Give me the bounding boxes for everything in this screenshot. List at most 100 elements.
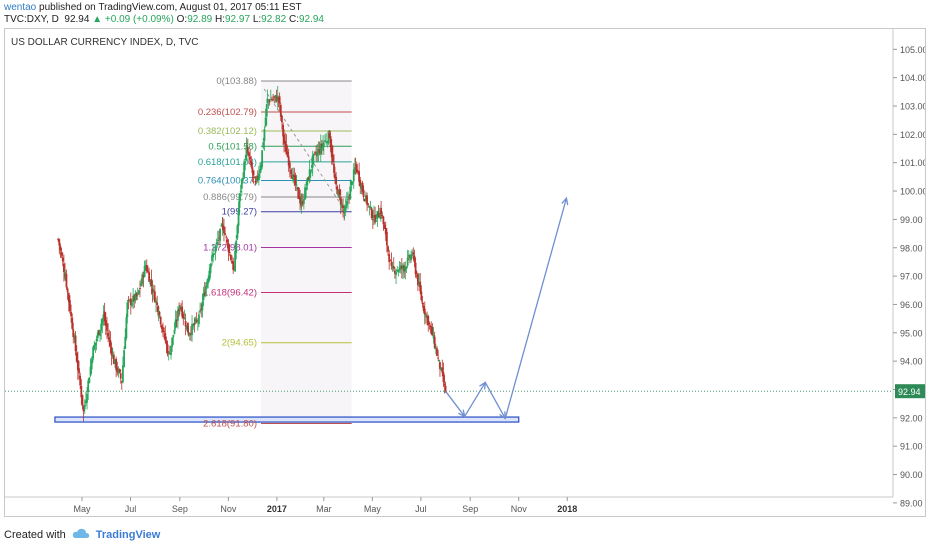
candle-body [281,116,283,123]
candle-body [184,320,187,327]
y-tick-label: 101.00 [900,158,926,168]
candle-body [294,175,297,186]
candle-body [240,179,243,189]
candle-body [352,169,355,182]
candle-body [279,104,282,117]
candle-body [122,365,124,383]
candle-body [292,174,295,182]
y-tick-label: 97.00 [900,272,923,282]
candle-body [256,175,259,178]
candle-body [57,238,60,240]
tradingview-logo[interactable]: TradingView [95,529,161,541]
candle-body [83,405,86,410]
candle-body [150,279,153,286]
candle-body [61,257,64,262]
candle-body [232,261,235,270]
candle-body [143,265,146,277]
candle-body [327,131,330,144]
candle-body [331,155,334,163]
candle-body [427,315,430,326]
candle-body [257,173,260,181]
candle-body [343,209,346,213]
candle-body [183,318,186,320]
low-value: 92.82 [261,14,287,25]
candle-body [345,200,348,206]
candle-body [125,317,128,339]
candle-body [403,265,406,268]
candle-body [72,329,75,338]
candle-body [361,182,364,192]
candle-body [396,269,399,271]
candle-body [181,306,184,317]
candle-body [225,236,228,238]
candle-body [160,325,163,329]
author-link[interactable]: wentao [4,2,37,13]
candle-body [81,394,84,406]
candle-body [112,354,115,364]
candle-body [174,319,177,329]
candle-body [340,203,343,208]
candle-body [76,360,79,371]
candle-body [378,216,381,219]
candle-body [203,291,206,296]
candle-body [371,219,374,221]
candle-body [265,104,268,117]
symbol-header: TVC:DXY, D 92.94 ▲ +0.09 (+0.09%) O:92.8… [4,14,324,25]
candle-body [334,173,336,179]
candle-body [213,253,216,255]
candle-body [115,358,118,370]
candle-body [309,169,312,172]
fib-level-label: 0(103.88) [216,76,257,87]
y-tick-label: 104.00 [900,73,926,83]
x-tick-label: Sep [172,504,188,514]
candle-body [201,301,204,311]
last-price-badge-text: 92.94 [898,387,921,397]
candle-body [329,135,332,148]
candle-body [164,333,167,341]
candle-body [87,380,90,392]
candle-body [288,162,291,169]
candle-body [304,187,306,200]
candle-body [158,311,161,315]
open-value: 92.89 [187,14,213,25]
candle-body [249,156,252,160]
candle-body [167,352,170,354]
candle-body [155,300,157,303]
candle-body [423,308,426,315]
candle-body [308,169,311,182]
candle-body [133,295,136,301]
candle-body [163,331,166,333]
candle-body [370,208,373,218]
candle-body [407,254,410,257]
candle-body [84,400,87,404]
candle-body [224,233,227,235]
candle-body [88,377,91,384]
candle-body [365,195,367,202]
chart-panel[interactable]: 105.00 104.00 103.00 102.00 101.00 100.00 99.0… [4,28,926,517]
candle-body [319,143,322,155]
fib-level-label: 0.5(101.58) [208,141,257,152]
candle-body [300,202,303,205]
candle-body [74,335,77,352]
candle-body [290,169,292,174]
y-tick-label: 98.00 [900,243,923,253]
x-tick-label: May [73,504,91,514]
candle-body [285,144,288,155]
candle-body [234,250,236,272]
fib-level-label: 0.764(100.37) [198,176,257,187]
candle-body [411,254,414,256]
price-chart[interactable]: 105.00 104.00 103.00 102.00 101.00 100.00 99.0… [5,29,926,517]
candle-body [425,314,427,318]
candle-body [409,257,411,259]
candle-body [418,283,420,286]
candle-body [277,97,280,99]
candle-body [376,210,379,219]
candle-body [404,266,407,272]
candle-body [398,267,401,271]
candle-body [415,275,418,277]
candle-body [221,225,224,229]
candle-body [131,302,133,306]
y-tick-label: 100.00 [900,187,926,197]
candle-body [147,270,149,273]
candle-body [187,332,190,336]
